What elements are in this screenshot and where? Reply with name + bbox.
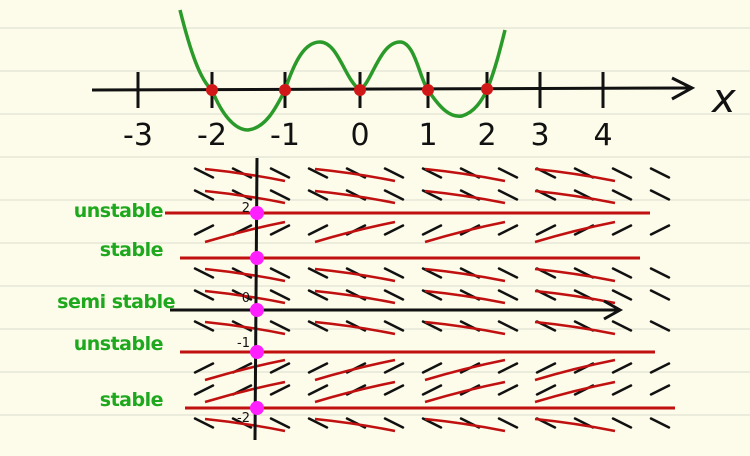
phase-label: stable xyxy=(100,389,163,411)
tick-label: 3 xyxy=(530,118,549,153)
phase-label: semi stable xyxy=(57,291,175,313)
root-dot xyxy=(279,84,291,96)
root-dot xyxy=(354,84,366,96)
axis-label: x xyxy=(710,76,736,122)
tick-label: 1 xyxy=(418,118,437,153)
level-label: -2 xyxy=(237,411,250,426)
phase-label: stable xyxy=(100,239,163,261)
root-dot xyxy=(481,83,493,95)
equilibrium-dot xyxy=(250,401,264,415)
tick-label: -1 xyxy=(270,118,300,153)
tick-label: 0 xyxy=(350,118,369,153)
phase-label: unstable xyxy=(74,333,163,355)
tick-label: -2 xyxy=(197,118,227,153)
equilibrium-dot xyxy=(250,206,264,220)
tick-label: 4 xyxy=(593,118,612,153)
equilibrium-dot xyxy=(250,345,264,359)
root-dot xyxy=(422,84,434,96)
notebook-page: x -3-2-101234 unstable2stablesemi stable… xyxy=(0,0,750,456)
level-label: 2 xyxy=(242,201,250,216)
equilibrium-dot xyxy=(250,251,264,265)
phase-label: unstable xyxy=(74,200,163,222)
level-label: 0 xyxy=(242,291,250,306)
number-line xyxy=(92,88,690,90)
tick-label: 2 xyxy=(477,118,496,153)
tick-label: -3 xyxy=(123,118,153,153)
equilibrium-dot xyxy=(250,303,264,317)
vertical-axis xyxy=(255,158,257,440)
level-label: -1 xyxy=(237,336,250,351)
root-dot xyxy=(206,84,218,96)
